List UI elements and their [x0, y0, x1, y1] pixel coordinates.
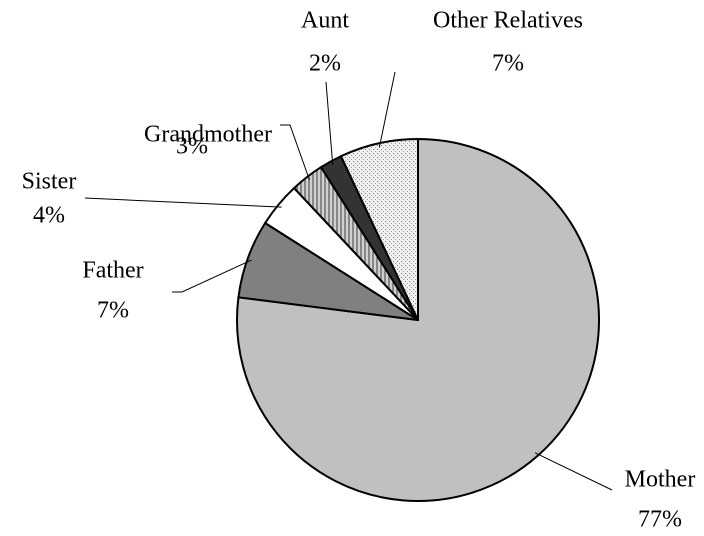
slice-value-label: 4%	[33, 203, 65, 229]
slice-name: Father	[82, 258, 143, 284]
slice-name: Aunt	[301, 8, 349, 34]
slice-value-label: 7%	[97, 298, 129, 324]
leader-line	[534, 452, 613, 491]
leader-line	[280, 124, 310, 181]
slice-value-label: 3%	[176, 134, 208, 160]
slice-name: Other Relatives	[433, 8, 583, 34]
slice-value-label: 7%	[492, 51, 524, 77]
leader-line	[172, 259, 252, 293]
slice-name: Sister	[22, 169, 77, 195]
slice-name: Mother	[625, 467, 696, 493]
leader-line	[84, 197, 282, 208]
pie-slice	[236, 137, 600, 502]
slice-value-label: 77%	[638, 507, 682, 533]
slice-value-label: 2%	[309, 51, 341, 77]
leader-line	[378, 71, 396, 148]
pie-slice	[339, 137, 419, 321]
leader-line	[325, 81, 334, 165]
slice-name: Grandmother	[144, 122, 272, 148]
